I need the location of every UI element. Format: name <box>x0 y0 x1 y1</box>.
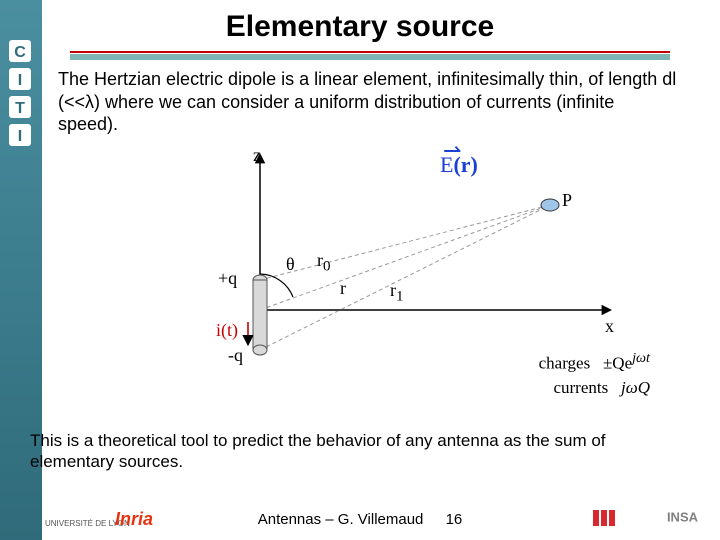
r0-label: r0 <box>317 250 331 276</box>
svg-text:I: I <box>18 128 22 145</box>
r-label: r <box>340 278 346 299</box>
equation-charges: charges ±Qejωt <box>430 350 650 374</box>
concluding-paragraph: This is a theoretical tool to predict th… <box>30 430 690 473</box>
slide-title: Elementary source <box>0 10 720 44</box>
svg-text:I: I <box>18 72 22 89</box>
axis-label-z: z <box>253 145 261 166</box>
r1-label: r1 <box>390 280 404 306</box>
field-E-of-r: ⇀ E(r) <box>440 152 478 178</box>
point-p-label: P <box>562 190 572 211</box>
charge-minus-q: -q <box>228 345 243 366</box>
current-it: i(t) <box>216 320 238 341</box>
title-underline <box>70 48 670 56</box>
svg-text:T: T <box>15 100 25 117</box>
axis-label-x: x <box>605 316 614 337</box>
charge-plus-q: +q <box>218 268 237 289</box>
intro-paragraph: The Hertzian electric dipole is a linear… <box>58 68 678 136</box>
slide: { "title": "Elementary source", "para1":… <box>0 0 720 540</box>
svg-text:C: C <box>14 44 26 61</box>
page-number: 16 <box>446 511 463 528</box>
angle-theta: θ <box>286 254 295 275</box>
logo-insa: INSA <box>593 506 698 530</box>
logo-inria: Inria <box>115 509 153 530</box>
equation-currents: currents jωQ <box>430 378 650 398</box>
footer-text: Antennas – G. Villemaud <box>258 511 424 528</box>
